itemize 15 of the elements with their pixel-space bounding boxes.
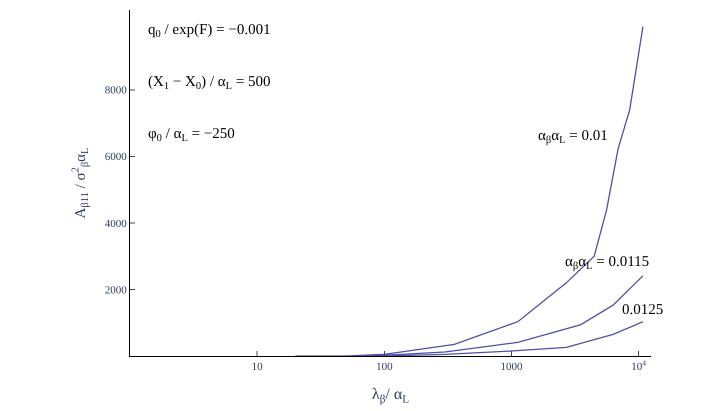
- x-tick-label: 10$^{4}$: [631, 358, 646, 374]
- x-axis-title: λ$_{β}$/ α$_{L}$: [372, 386, 410, 406]
- series-label: 0.0125: [622, 302, 664, 318]
- y-tick-label: 6000: [104, 151, 128, 164]
- y-tick-label: 2000: [104, 284, 128, 296]
- x-tick-label: 1000: [500, 361, 524, 374]
- y-tick-label: 4000: [104, 218, 128, 230]
- x-tick-label: 100: [376, 361, 394, 374]
- series-label: α$_{β}$α$_{L}$ = 0.0115: [565, 254, 650, 272]
- annotation: φ$_{0}$ / α$_{L}$ = −250: [148, 126, 235, 144]
- series-label: α$_{β}$α$_{L}$ = 0.01: [538, 128, 608, 146]
- x-tick-label: 10: [252, 361, 264, 374]
- annotation: q$_{0}$ / exp(F) = −0.001: [148, 22, 271, 40]
- annotation: (X$_{1}$ − X$_{0}$) / α$_{L}$ = 500: [148, 74, 271, 92]
- y-tick-label: 8000: [104, 84, 128, 97]
